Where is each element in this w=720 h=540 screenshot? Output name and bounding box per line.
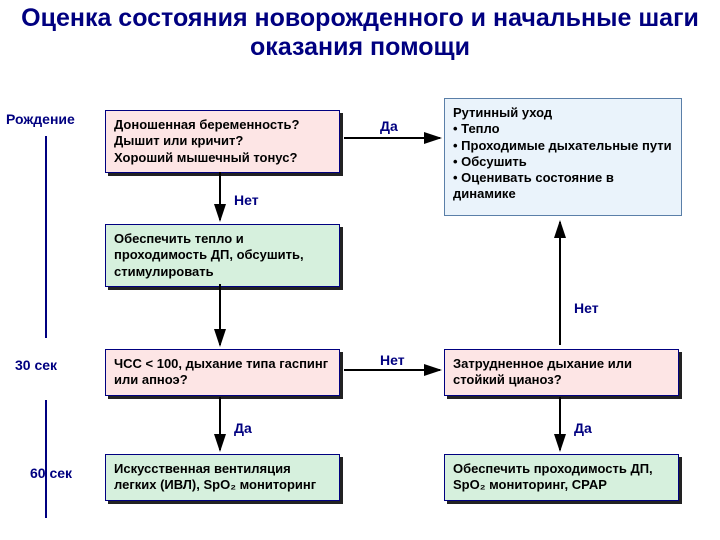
arrow-label-no: Нет [574,300,599,316]
box-cpap: Обеспечить проходимость ДП, SpO₂ монитор… [444,454,679,501]
timeline-segment [45,400,47,518]
page-title: Оценка состояния новорожденного и началь… [0,0,720,62]
arrow-label-no: Нет [234,192,259,208]
arrow-label-no: Нет [380,352,405,368]
arrow-label-yes: Да [380,118,398,134]
box-hr: ЧСС < 100, дыхание типа гаспинг или апно… [105,349,340,396]
box-ivl: Искусственная вентиляция легких (ИВЛ), S… [105,454,340,501]
timeline-label-birth: Рождение [6,112,66,127]
arrow-label-yes: Да [574,420,592,436]
box-diff: Затрудненное дыхание или стойкий цианоз? [444,349,679,396]
timeline-label-sec30: 30 сек [15,358,57,373]
timeline-segment [45,136,47,338]
timeline-label-sec60: 60 сек [30,466,72,481]
box-q1: Доношенная беременность? Дышит или кричи… [105,110,340,173]
arrow-label-yes: Да [234,420,252,436]
box-routine: Рутинный уход • Тепло • Проходимые дыхат… [444,98,682,216]
box-warm: Обеспечить тепло и проходимость ДП, обсу… [105,224,340,287]
